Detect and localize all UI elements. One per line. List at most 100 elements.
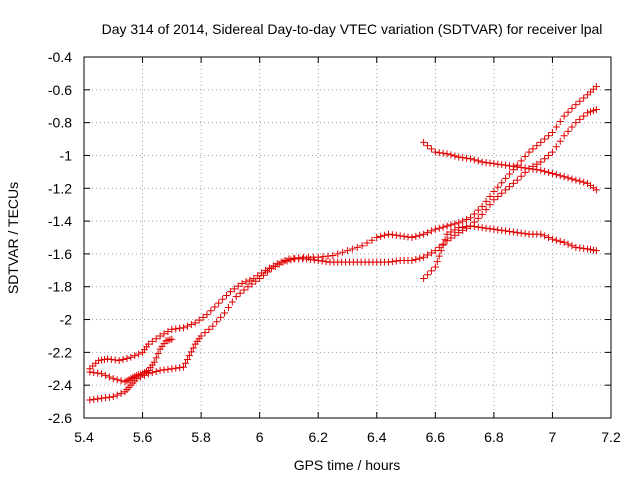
data-point <box>451 152 459 160</box>
data-point <box>478 224 486 232</box>
data-point <box>412 255 420 263</box>
data-point <box>396 232 404 240</box>
data-point <box>509 179 517 187</box>
data-point <box>287 256 295 264</box>
data-point <box>584 109 592 117</box>
data-point <box>431 148 439 156</box>
data-point <box>199 313 207 321</box>
data-point <box>103 355 111 363</box>
data-point <box>339 248 347 256</box>
data-point <box>482 206 490 214</box>
data-point <box>191 319 199 327</box>
data-point <box>506 170 514 178</box>
axis-ticks <box>83 56 612 419</box>
data-point <box>482 159 490 167</box>
data-point <box>533 142 541 150</box>
data-point <box>427 227 435 235</box>
data-point <box>427 267 435 275</box>
data-point <box>455 224 463 232</box>
x-tick-label: 6.4 <box>367 429 387 445</box>
data-point <box>263 268 271 276</box>
data-point <box>152 354 160 362</box>
data-point <box>388 258 396 266</box>
data-point <box>152 335 160 343</box>
data-point <box>564 240 572 248</box>
x-tick-label: 5.8 <box>191 429 211 445</box>
data-point <box>205 325 213 333</box>
data-point <box>572 176 580 184</box>
data-point <box>344 247 351 255</box>
data-point <box>521 164 529 172</box>
data-point <box>437 247 445 255</box>
data-point <box>420 230 428 238</box>
data-point <box>560 238 568 246</box>
data-point <box>506 227 514 235</box>
data-point <box>260 271 268 279</box>
data-point <box>105 373 113 381</box>
data-point <box>135 350 143 358</box>
data-point <box>148 337 156 345</box>
data-point <box>234 282 242 290</box>
data-point <box>244 283 252 291</box>
data-point <box>560 132 568 140</box>
data-point <box>105 393 113 401</box>
y-tick-label: -2.2 <box>48 344 72 360</box>
data-point <box>564 174 572 182</box>
data-point <box>498 189 506 197</box>
data-point <box>424 251 432 259</box>
y-tick-label: -2.4 <box>48 377 72 393</box>
data-point <box>486 159 494 167</box>
data-point <box>587 108 595 116</box>
data-point <box>478 211 486 219</box>
data-point <box>424 229 432 237</box>
data-point <box>113 376 121 384</box>
data-point <box>560 112 568 120</box>
data-point <box>431 263 439 271</box>
data-point <box>486 201 494 209</box>
data-point <box>478 158 486 166</box>
data-point <box>521 230 529 238</box>
data-point <box>541 155 549 163</box>
data-point <box>525 148 533 156</box>
data-point <box>576 115 584 123</box>
data-point <box>466 222 474 230</box>
data-point <box>201 329 209 337</box>
data-point <box>176 364 184 372</box>
data-point <box>431 247 439 255</box>
data-point <box>572 119 580 127</box>
data-point <box>439 149 447 157</box>
data-point <box>435 224 443 232</box>
data-point <box>545 234 553 241</box>
data-point <box>506 162 514 170</box>
data-point <box>392 231 400 239</box>
x-tick-label: 6.6 <box>426 429 446 445</box>
data-point <box>568 175 576 183</box>
data-point <box>176 324 184 332</box>
data-point <box>455 153 463 161</box>
y-tick-label: -1.2 <box>48 180 72 196</box>
data-point <box>552 123 560 131</box>
data-point <box>525 165 533 173</box>
x-tick-label: 6.8 <box>484 429 504 445</box>
data-point <box>115 357 123 365</box>
x-axis-label: GPS time / hours <box>294 457 401 473</box>
data-point <box>529 165 537 173</box>
data-point <box>439 223 447 231</box>
data-point <box>424 271 432 279</box>
data-point <box>363 239 371 247</box>
data-point <box>156 366 164 374</box>
data-point <box>447 221 455 229</box>
data-point <box>502 227 510 235</box>
data-point <box>517 172 525 180</box>
data-point <box>187 320 195 328</box>
data-point <box>189 344 197 352</box>
data-point <box>576 244 584 252</box>
data-point <box>100 355 108 363</box>
data-point <box>502 186 510 194</box>
data-point <box>160 330 168 338</box>
y-tick-label: -1.8 <box>48 279 72 295</box>
data-point <box>517 157 525 165</box>
data-point <box>486 192 494 200</box>
x-tick-label: 7 <box>549 429 557 445</box>
data-point <box>592 247 600 255</box>
